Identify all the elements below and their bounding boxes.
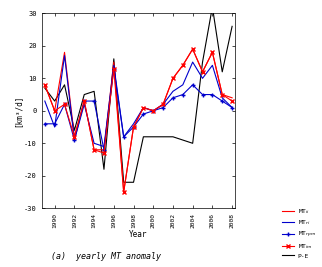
Text: (a)  yearly MT anomaly: (a) yearly MT anomaly bbox=[51, 252, 161, 261]
Y-axis label: [km³/d]: [km³/d] bbox=[14, 95, 23, 127]
Legend: MT$_{ii}$, MT$_{ri}$, MT$_{rpm}$, MT$_{im}$, P-E: MT$_{ii}$, MT$_{ri}$, MT$_{rpm}$, MT$_{i… bbox=[282, 207, 316, 258]
X-axis label: Year: Year bbox=[129, 230, 148, 238]
